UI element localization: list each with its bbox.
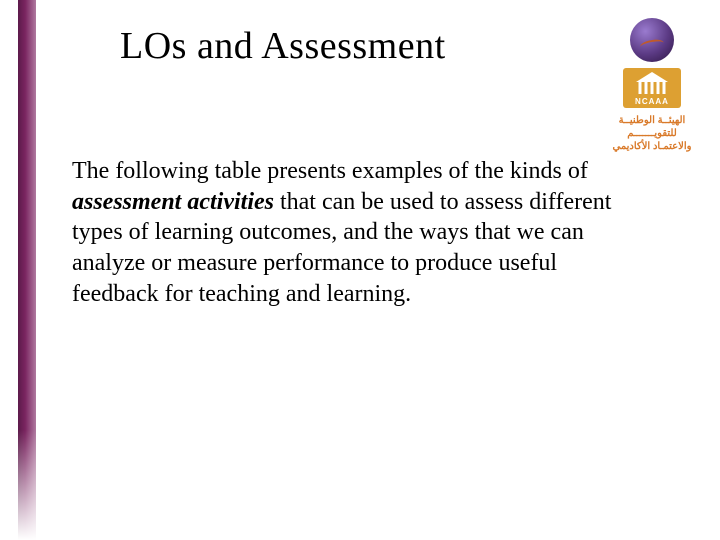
ncaaa-acronym: NCAAA	[635, 97, 669, 106]
logo-arabic-text: الهيئــة الوطنيــة للتقويـــــــم والاعت…	[602, 114, 702, 153]
body-paragraph: The following table presents examples of…	[72, 156, 632, 310]
logo-block: NCAAA الهيئــة الوطنيــة للتقويـــــــم …	[602, 18, 702, 153]
arabic-line-2: للتقويـــــــم	[602, 127, 702, 140]
slide: LOs and Assessment NCAAA الهيئــة الوطني…	[0, 0, 720, 540]
slide-title: LOs and Assessment	[120, 24, 446, 68]
left-accent-bar	[18, 0, 36, 540]
body-text-emphasis: assessment activities	[72, 189, 274, 215]
sphere-icon	[630, 18, 674, 62]
arabic-line-1: الهيئــة الوطنيــة	[602, 114, 702, 127]
ncaaa-badge-icon: NCAAA	[623, 68, 681, 108]
arabic-line-3: والاعتمـاد الأكاديمي	[602, 140, 702, 153]
body-text-prefix: The following table presents examples of…	[72, 158, 588, 184]
